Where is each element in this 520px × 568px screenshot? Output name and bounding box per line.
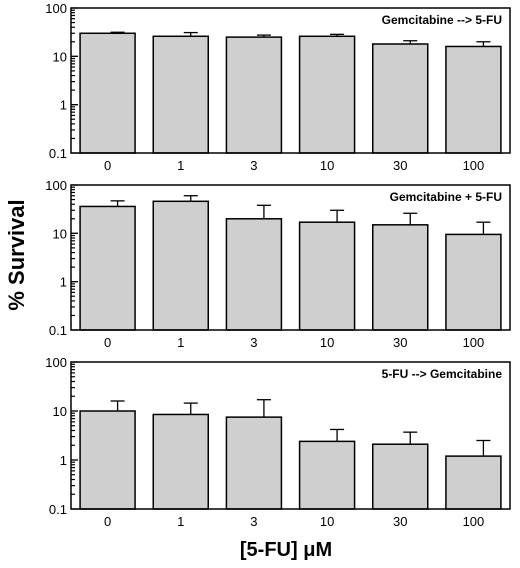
y-tick-label: 1 (60, 275, 67, 290)
x-tick-label: 1 (177, 514, 184, 529)
y-tick-label: 0.1 (49, 323, 67, 338)
bar (372, 43, 429, 154)
x-tick-label: 1 (177, 335, 184, 350)
x-tick-label: 0 (104, 335, 111, 350)
x-tick-label: 100 (463, 158, 485, 173)
bar (298, 35, 356, 154)
bar (445, 455, 502, 510)
bar (79, 410, 136, 510)
bar (152, 200, 209, 331)
bar (445, 233, 502, 331)
x-tick-label: 100 (463, 335, 485, 350)
plot-frame (70, 361, 511, 510)
y-axis-title: % Survival (4, 199, 29, 310)
x-tick-label: 0 (104, 158, 111, 173)
x-tick-label: 30 (393, 514, 407, 529)
plot-frame (70, 7, 511, 154)
x-tick-label: 10 (320, 335, 334, 350)
x-tick-label: 3 (250, 335, 257, 350)
x-tick-label: 0 (104, 514, 111, 529)
y-tick-label: 1 (60, 453, 67, 468)
x-tick-label: 10 (320, 514, 334, 529)
bar (372, 224, 429, 331)
chart-panel-2: 100 10 1 0.1 0 1 3 10 30 100 Gemcitabine + 5-FU (45, 178, 511, 350)
x-tick-label: 30 (393, 158, 407, 173)
bar (152, 413, 209, 510)
y-tick-label: 100 (45, 355, 67, 370)
x-tick-label: 1 (177, 158, 184, 173)
panel-title: Gemcitabine --> 5-FU (382, 13, 502, 27)
bar (152, 35, 209, 154)
x-tick-label: 30 (393, 335, 407, 350)
y-tick-label: 0.1 (49, 502, 67, 517)
bar (79, 205, 136, 331)
plot-frame (70, 184, 511, 331)
y-tick-label: 10 (53, 49, 67, 64)
bar (298, 440, 356, 510)
x-tick-label: 10 (320, 158, 334, 173)
bar (225, 218, 283, 331)
panel-title: 5-FU --> Gemcitabine (382, 367, 503, 381)
panel-title: Gemcitabine + 5-FU (390, 190, 502, 204)
chart-panel-3: 100 10 1 0.1 0 1 3 10 30 100 5-FU --> Gemcitabine (45, 355, 511, 529)
y-tick-label: 100 (45, 178, 67, 193)
bar (445, 45, 502, 154)
x-tick-label: 100 (463, 514, 485, 529)
bar (298, 221, 356, 331)
y-tick-label: 100 (45, 1, 67, 16)
bar (225, 416, 283, 510)
bar (372, 443, 429, 510)
y-tick-label: 0.1 (49, 146, 67, 161)
x-axis-title: [5-FU] μM (240, 539, 332, 561)
y-tick-label: 1 (60, 98, 67, 113)
bar (79, 32, 136, 154)
bar (225, 36, 283, 154)
chart-panel-1: 100 10 1 0.1 0 1 3 10 30 100 Gemcitabine --> 5-FU (45, 1, 511, 173)
x-tick-label: 3 (250, 514, 257, 529)
y-tick-label: 10 (53, 404, 67, 419)
x-tick-label: 3 (250, 158, 257, 173)
y-tick-label: 10 (53, 226, 67, 241)
